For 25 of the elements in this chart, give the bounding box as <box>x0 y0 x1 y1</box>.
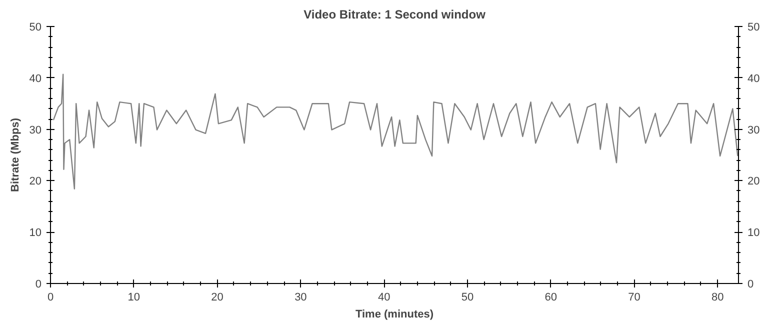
y-tick-label: 0 <box>35 278 42 290</box>
y-tick-label: 20 <box>29 176 42 188</box>
x-tick-label: 80 <box>712 292 724 304</box>
x-tick-label: 30 <box>294 292 307 304</box>
y2-tick-label: 30 <box>748 124 760 136</box>
y-tick-label: 50 <box>29 22 42 34</box>
y2-tick-label: 40 <box>748 72 760 85</box>
chart-title: Video Bitrate: 1 Second window <box>304 8 486 22</box>
x-tick-label: 70 <box>628 292 640 304</box>
y2-tick-label: 50 <box>748 22 760 34</box>
y-axis-title: Bitrate (Mbps) <box>9 118 22 192</box>
x-tick-label: 60 <box>544 292 557 304</box>
y-tick-label: 10 <box>29 227 42 240</box>
line-series <box>52 74 738 190</box>
x-tick-label: 40 <box>378 292 390 304</box>
x-tick-label: 20 <box>211 292 224 304</box>
x-axis-title: Time (minutes) <box>355 308 434 320</box>
x-tick-label: 50 <box>461 292 474 304</box>
y2-tick-label: 20 <box>748 176 760 188</box>
x-tick-label: 0 <box>47 292 54 304</box>
x-tick-label: 10 <box>128 292 140 304</box>
y-tick-label: 30 <box>29 124 42 136</box>
y-tick-label: 40 <box>29 72 42 85</box>
y2-tick-label: 10 <box>748 227 760 240</box>
y2-tick-label: 0 <box>748 278 754 290</box>
